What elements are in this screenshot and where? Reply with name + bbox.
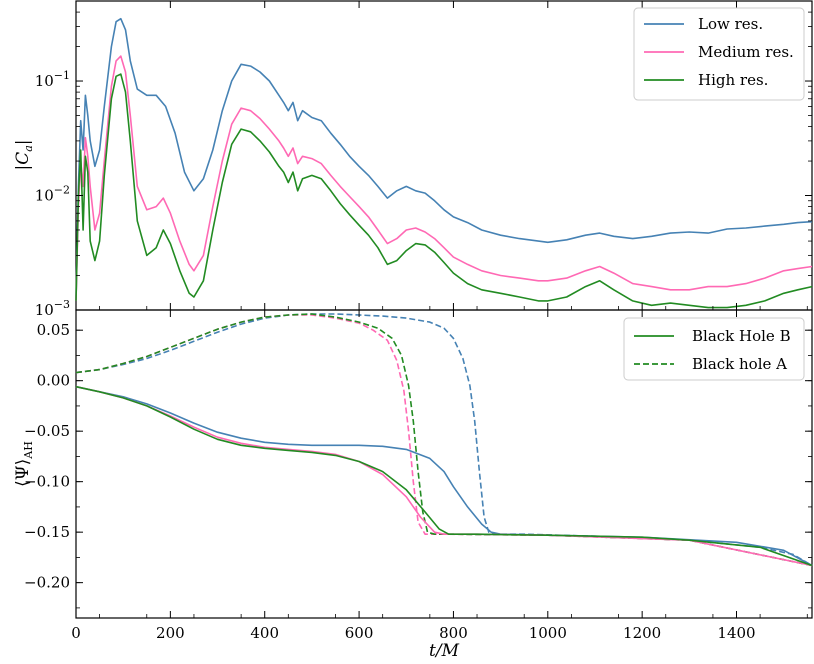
bottom-ytick-label: −0.05 bbox=[24, 422, 70, 440]
bottom-y-axis-label: ⟨Ψ⟩AH bbox=[13, 441, 35, 487]
top-legend: Low res. Medium res. High res. bbox=[633, 7, 805, 101]
bottom-ytick-label: 0.05 bbox=[37, 321, 70, 339]
bottom-series-line-4 bbox=[75, 385, 813, 567]
bottom-series-line-5 bbox=[75, 385, 813, 567]
top-legend-entries: Low res. Medium res. High res. bbox=[644, 15, 794, 89]
top-ytick-label: 10−2 bbox=[35, 184, 70, 205]
top-series-group bbox=[75, 17, 813, 309]
top-legend-label: High res. bbox=[698, 71, 768, 89]
bottom-ytick-label: −0.10 bbox=[24, 473, 70, 491]
bottom-xtick-label: 200 bbox=[156, 624, 185, 642]
bottom-xtick-label: 400 bbox=[250, 624, 279, 642]
bottom-ytick-label: −0.15 bbox=[24, 523, 70, 541]
top-series-line-0 bbox=[75, 17, 813, 301]
bottom-ytick-label: −0.20 bbox=[24, 574, 70, 592]
top-legend-label: Low res. bbox=[698, 15, 763, 33]
bottom-xtick-label: 0 bbox=[71, 624, 81, 642]
bottom-xtick-label: 1200 bbox=[623, 624, 661, 642]
bottom-series-group bbox=[75, 313, 813, 567]
x-axis-label: t/M bbox=[429, 641, 460, 661]
bottom-xtick-label: 800 bbox=[439, 624, 468, 642]
top-ytick-label: 10−3 bbox=[35, 298, 70, 319]
top-legend-box bbox=[633, 7, 805, 101]
bottom-series-line-2 bbox=[75, 313, 813, 567]
top-series-line-1 bbox=[75, 55, 813, 301]
bottom-panel-frame bbox=[75, 309, 813, 619]
bottom-series-line-3 bbox=[75, 385, 813, 567]
bottom-legend-entries: Black Hole B Black hole A bbox=[634, 327, 791, 373]
bottom-ytick-label: 0.00 bbox=[37, 372, 70, 390]
top-ytick-label: 10−1 bbox=[35, 69, 70, 90]
bottom-panel: 0.05 0.00 −0.05 −0.10 −0.15 −0.20 0 200 400 600 80… bbox=[13, 306, 813, 661]
bottom-legend: Black Hole B Black hole A bbox=[623, 317, 805, 381]
bottom-legend-box bbox=[623, 317, 805, 381]
bottom-xtick-label: 1400 bbox=[717, 624, 755, 642]
top-series-line-2 bbox=[75, 73, 813, 309]
bottom-ticks-group: 0.05 0.00 −0.05 −0.10 −0.15 −0.20 0 200 400 600 80… bbox=[24, 306, 812, 642]
top-legend-label: Medium res. bbox=[698, 43, 794, 61]
bottom-legend-label: Black Hole B bbox=[692, 327, 791, 345]
bottom-legend-label: Black hole A bbox=[692, 355, 787, 373]
bottom-xtick-label: 600 bbox=[345, 624, 374, 642]
top-panel: 10−3 10−2 10−1 |Ca| Low res. Medium res. Hig… bbox=[13, 0, 813, 319]
top-y-axis-label: |Ca| bbox=[13, 139, 35, 170]
bottom-series-line-1 bbox=[75, 314, 813, 567]
bottom-xtick-label: 1000 bbox=[529, 624, 567, 642]
